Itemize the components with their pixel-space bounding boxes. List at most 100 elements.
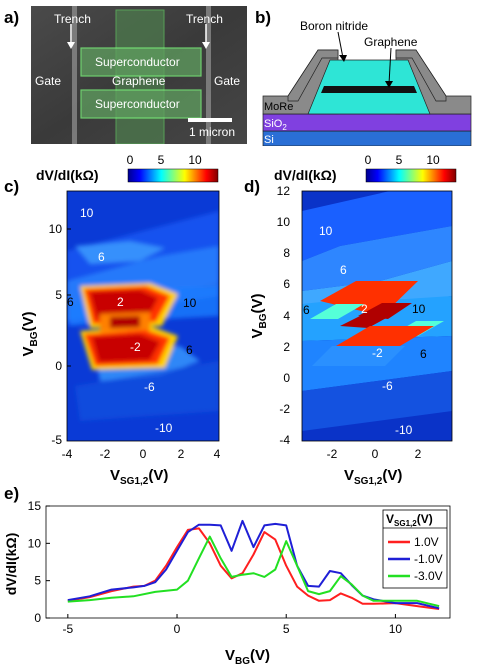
line-chart: -5 0 5 10 0 5 10 15 VSG1,2(V) 1.0V -1.0V -3.0V VB…: [3, 499, 451, 667]
region-d-neg2: -2: [372, 346, 383, 360]
d-ytick-10: 10: [277, 215, 291, 229]
c-xtick-2: 2: [178, 447, 185, 461]
y-tick-label: 15: [28, 499, 42, 513]
colorbar-d-tick-5: 5: [396, 153, 403, 167]
c-xtick-4: 4: [214, 447, 221, 461]
legend-title: VSG1,2(V): [386, 512, 433, 528]
superconductor-bottom-label: Superconductor: [95, 97, 180, 111]
colorbar-d-tick-0: 0: [365, 153, 372, 167]
legend-label-2: -3.0V: [414, 569, 443, 583]
d-ytick-0: 0: [283, 371, 290, 385]
region-c-10-right: 10: [183, 296, 197, 310]
sem-image: Trench Trench Superconductor Graphene Su…: [31, 6, 247, 144]
colorbar-c-tick-5: 5: [158, 153, 165, 167]
x-tick-label: -5: [63, 622, 74, 636]
device-cross-section: Boron nitride Graphene MoRe SiO2 Si: [262, 19, 472, 146]
map-model: 10 6 6 2 10 -2 6 -6 -10 12 10 8 6 4 2 0 …: [249, 186, 453, 486]
region-d-neg10: -10: [395, 423, 413, 437]
region-c-6-right: 6: [186, 343, 193, 357]
more-label: MoRe: [264, 101, 293, 113]
c-ylabel: VBG(V): [20, 311, 40, 356]
region-c-10: 10: [80, 206, 94, 220]
d-xlabel: VSG1,2(V): [344, 467, 402, 486]
y-tick-label: 5: [34, 574, 41, 588]
x-tick-label: 5: [283, 622, 290, 636]
panel-b-letter: b): [255, 8, 272, 27]
gate-right-label: Gate: [214, 74, 240, 88]
trench-right-label: Trench: [186, 12, 223, 26]
superconductor-top-label: Superconductor: [95, 55, 180, 69]
d-xtick-0: 0: [372, 447, 379, 461]
d-ytick-4: 4: [283, 309, 290, 323]
colorbar-c: [127, 168, 219, 183]
y-tick-label: 10: [28, 536, 42, 550]
scalebar-label: 1 micron: [189, 125, 235, 139]
region-d-neg6: -6: [382, 379, 393, 393]
e-ylabel: dV/dI(kΩ): [3, 533, 19, 596]
d-ytick-12: 12: [277, 186, 291, 198]
scalebar: [188, 118, 232, 122]
panel-e-letter: e): [4, 484, 20, 503]
graphene-strip: [115, 9, 165, 144]
colorbars: dV/dI(kΩ) 0 5 10 dV/dI(kΩ) 0 5 10: [36, 153, 457, 183]
colorbar-label-d: dV/dI(kΩ): [274, 167, 337, 183]
panel-c-letter: c): [4, 177, 20, 196]
d-ytick-8: 8: [283, 246, 290, 260]
colorbar-d: [365, 168, 457, 183]
region-c-2: 2: [117, 295, 124, 309]
x-tick-label: 10: [389, 622, 403, 636]
region-c-6-top: 6: [98, 250, 105, 264]
c-ytick-neg5: -5: [51, 433, 62, 447]
axis-ticks: -5 0 5 10 0 5 10 15: [28, 499, 403, 636]
gate-left-label: Gate: [35, 74, 61, 88]
panel-a-letter: a): [4, 8, 20, 27]
d-ytick-neg2: -2: [279, 402, 290, 416]
region-d-10-right: 10: [412, 302, 426, 316]
d-ylabel: VBG(V): [249, 293, 269, 338]
trench-left-label: Trench: [54, 12, 91, 26]
x-tick-label: 0: [174, 622, 181, 636]
region-d-6-left: 6: [303, 303, 310, 317]
c-xtick-neg2: -2: [100, 447, 111, 461]
c-xtick-neg4: -4: [62, 447, 73, 461]
c-ytick-5: 5: [55, 288, 62, 302]
graphene-layer: [321, 86, 417, 93]
region-c-neg6: -6: [144, 380, 155, 394]
c-xlabel: VSG1,2(V): [110, 467, 168, 486]
region-d-6-right: 6: [420, 347, 427, 361]
d-xtick-2: 2: [415, 447, 422, 461]
sio2-label: SiO2: [264, 118, 287, 132]
trench-left-line: [72, 6, 77, 144]
region-c-neg10: -10: [155, 421, 173, 435]
trench-right-line: [206, 6, 211, 144]
e-xlabel: VBG(V): [225, 647, 270, 667]
superconductor-bottom-rect: [80, 89, 202, 119]
c-xtick-0: 0: [140, 447, 147, 461]
d-ytick-2: 2: [283, 340, 290, 354]
superconductor-top-rect: [80, 47, 202, 77]
graphene-label-b: Graphene: [364, 35, 418, 49]
colorbar-c-tick-10: 10: [188, 153, 202, 167]
d-xtick-neg2: -2: [327, 447, 338, 461]
si-label: Si: [264, 134, 274, 146]
legend-label-1: -1.0V: [414, 552, 443, 566]
boron-nitride-label: Boron nitride: [300, 19, 368, 33]
panel-d-letter: d): [244, 177, 261, 196]
colorbar-d-tick-10: 10: [426, 153, 440, 167]
c-ytick-0: 0: [55, 359, 62, 373]
region-d-6-top: 6: [340, 263, 347, 277]
colorbar-c-tick-0: 0: [127, 153, 134, 167]
colorbar-label-c: dV/dI(kΩ): [36, 167, 99, 183]
legend: VSG1,2(V) 1.0V -1.0V -3.0V: [382, 509, 448, 589]
legend-label-0: 1.0V: [414, 535, 439, 549]
y-tick-label: 0: [34, 611, 41, 625]
region-c-6-left: 6: [67, 295, 74, 309]
series-line-2: [67, 535, 440, 608]
region-c-neg2: -2: [130, 340, 141, 354]
graphene-label: Graphene: [112, 74, 166, 88]
series-group: [67, 519, 440, 610]
d-ytick-6: 6: [283, 277, 290, 291]
c-ytick-10: 10: [49, 222, 63, 236]
sio2-layer: [262, 113, 472, 132]
region-d-10: 10: [319, 224, 333, 238]
